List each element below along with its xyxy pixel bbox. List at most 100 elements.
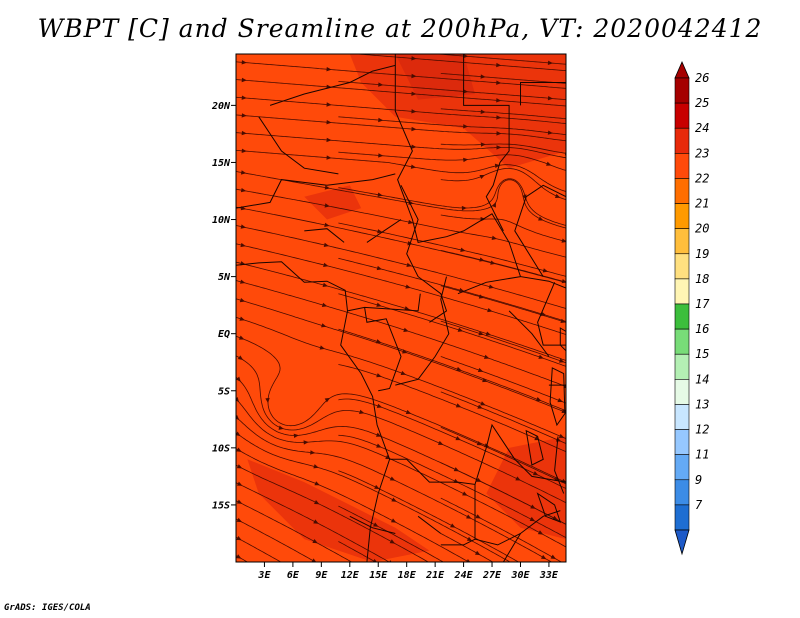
- colorbar-label: 21: [695, 197, 709, 211]
- streamline-arrow: [487, 307, 493, 313]
- lat-tick-label: 5S: [218, 386, 230, 397]
- streamline-arrow: [570, 308, 576, 314]
- streamline-arrow: [476, 477, 482, 482]
- streamline-arrow: [239, 279, 246, 284]
- border-line: [304, 228, 345, 243]
- streamline-arrow: [324, 222, 330, 228]
- colorbar-swatch: [674, 504, 690, 531]
- lake-outline: [549, 367, 566, 427]
- streamline-arrow: [411, 73, 417, 79]
- streamline-arrow: [466, 536, 473, 542]
- streamline-arrow: [481, 39, 486, 44]
- streamline-arrow: [239, 316, 245, 321]
- streamline-arrow: [265, 397, 270, 404]
- streamline-arrow: [236, 396, 240, 403]
- streamline-arrow: [241, 113, 247, 118]
- streamline: [236, 243, 566, 335]
- lake-outline: [559, 327, 566, 352]
- streamline-arrow: [547, 130, 553, 135]
- lat-tick-label: 10N: [212, 215, 231, 226]
- streamline-arrow: [405, 284, 411, 289]
- streamline-arrow: [532, 471, 539, 476]
- colorbar-label: 12: [695, 423, 709, 437]
- lon-tick-label: 12E: [341, 570, 360, 581]
- streamline-arrow: [326, 67, 332, 72]
- streamline: [338, 434, 566, 539]
- colorbar-label: 19: [695, 247, 709, 261]
- streamline-arrow: [241, 77, 247, 83]
- streamline-arrow: [496, 115, 502, 120]
- colorbar-swatch: [674, 404, 690, 430]
- streamline: [236, 206, 566, 283]
- streamline-arrow: [376, 403, 383, 408]
- streamline: [236, 464, 430, 562]
- streamline-arrow: [323, 242, 330, 248]
- map-panel: [236, 38, 588, 603]
- streamline-arrow: [372, 558, 378, 562]
- streamline-arrow: [488, 284, 495, 289]
- lat-tick-label: 15S: [212, 500, 230, 511]
- streamline: [236, 518, 317, 562]
- streamline-arrow: [455, 436, 461, 441]
- streamline-arrow: [581, 70, 586, 75]
- colorbar-top-arrow: [674, 61, 690, 79]
- streamline: [236, 298, 566, 413]
- colorbar-swatch: [674, 127, 690, 154]
- streamline: [441, 38, 588, 50]
- country-borders: [236, 54, 566, 562]
- streamline-arrow: [462, 491, 468, 496]
- streamline-arrow: [376, 265, 383, 271]
- lat-tick-label: 5N: [218, 272, 231, 283]
- lon-tick-label: 18E: [398, 570, 417, 581]
- colorbar-swatch: [674, 303, 690, 330]
- border-line: [463, 54, 510, 232]
- streamline-arrow: [480, 74, 486, 79]
- streamline-arrow: [572, 282, 578, 288]
- streamline-arrow: [241, 148, 247, 153]
- streamline-arrow: [480, 401, 486, 406]
- streamline-arrow: [375, 432, 382, 437]
- colorbar-label: 22: [695, 171, 709, 185]
- chart-title: WBPT [C] and Sreamline at 200hPa, VT: 20…: [37, 14, 763, 43]
- colorbar-swatch: [674, 153, 690, 179]
- border-line: [554, 436, 565, 494]
- colorbar-label: 15: [695, 347, 709, 361]
- streamline-arrow: [558, 358, 565, 363]
- streamline-arrow: [378, 47, 383, 52]
- streamline-arrow: [529, 516, 536, 522]
- streamline: [236, 114, 566, 142]
- streamline-arrow: [326, 102, 332, 107]
- streamline-arrow: [554, 193, 561, 199]
- streamline-arrow: [411, 91, 417, 96]
- streamline-arrow: [461, 205, 467, 211]
- streamline-arrow: [496, 98, 502, 103]
- streamline: [440, 108, 566, 120]
- streamline-arrow: [410, 164, 417, 169]
- lon-tick-label: 15E: [369, 570, 388, 581]
- colorbar-swatch: [674, 454, 690, 481]
- streamline-arrow: [310, 450, 316, 455]
- lon-tick-label: 27E: [482, 570, 502, 581]
- streamline: [440, 462, 566, 525]
- streamline-arrow: [463, 54, 469, 59]
- colorbar-swatch: [674, 253, 690, 280]
- streamline-arrow: [465, 559, 472, 562]
- streamline-arrow: [406, 262, 412, 268]
- streamline-arrow: [460, 247, 466, 252]
- streamline-arrow: [574, 257, 580, 262]
- streamline: [440, 497, 563, 562]
- colorbar-label: 18: [695, 272, 709, 286]
- streamline-arrow: [326, 155, 332, 160]
- streamline-arrow: [326, 120, 332, 125]
- streamline-arrow: [313, 464, 319, 469]
- streamline-arrow: [547, 60, 553, 65]
- lon-tick-label: 9E: [315, 570, 328, 581]
- streamline-arrow: [236, 481, 243, 486]
- streamline-arrow: [236, 376, 241, 382]
- streamline-arrow: [535, 397, 542, 402]
- streamline-arrow: [309, 597, 316, 603]
- streamline: [236, 398, 566, 548]
- lat-tick-label: EQ: [218, 329, 230, 340]
- colorbar-swatch: [674, 228, 690, 255]
